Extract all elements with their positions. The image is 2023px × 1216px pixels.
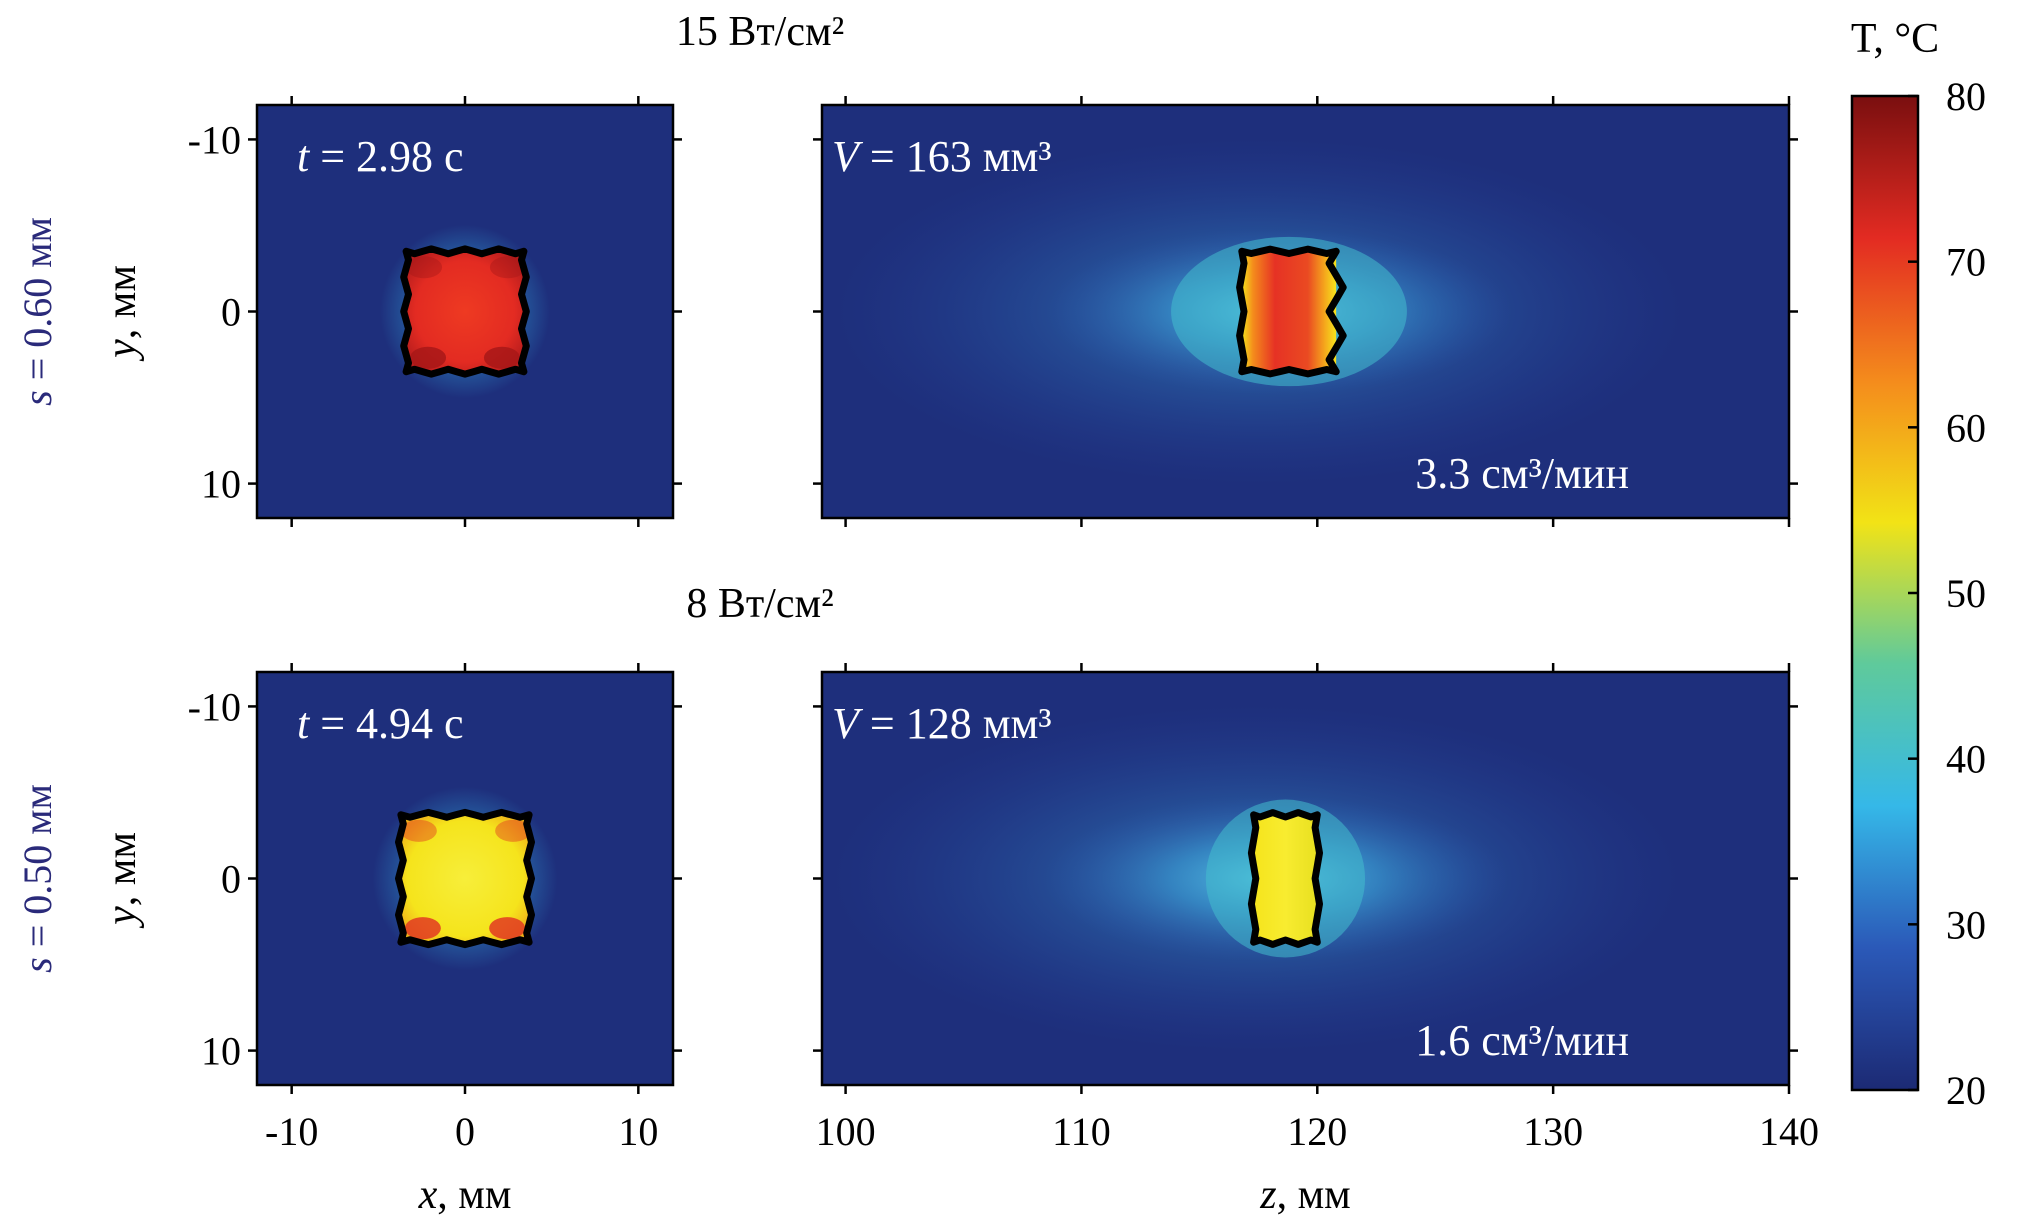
y-tick-label: 0 <box>221 857 241 902</box>
panel-annotation: V = 128 мм³ <box>832 699 1052 748</box>
x-axis-label: z, мм <box>1259 1172 1351 1216</box>
row-parameter-label: s = 0.60 мм <box>15 217 60 406</box>
ablated-core <box>406 251 524 372</box>
hot-spot <box>489 917 526 940</box>
hot-spot <box>400 819 437 842</box>
rate-annotation: 3.3 см³/мин <box>1415 449 1629 498</box>
row-title: 8 Вт/см² <box>686 581 833 627</box>
hot-spot <box>406 256 443 279</box>
panel-row2-cross-section: -10 0 10 -10 0 10 t = 4.94 с 8 Вт/см² y, мм s = 0… <box>15 581 834 1216</box>
heatmap-field <box>257 672 673 1085</box>
colorbar-tick-label: 70 <box>1946 240 1986 285</box>
annotation-variable: t <box>297 132 311 181</box>
y-axis-label: y, мм <box>99 832 145 929</box>
x-tick-label: 130 <box>1523 1109 1583 1154</box>
y-tick-label: -10 <box>188 684 241 729</box>
ablated-core <box>1253 814 1318 943</box>
panel-row2-longitudinal: 100 110 120 130 140 V = 128 мм³ 1.6 см³/мин z, … <box>813 663 1819 1216</box>
x-tick-label: 140 <box>1759 1109 1819 1154</box>
heatmap-field <box>822 672 1789 1085</box>
hot-spot <box>404 917 441 940</box>
annotation-value: = 128 мм³ <box>859 699 1052 748</box>
y-tick-label: 10 <box>201 462 241 507</box>
colorbar-tick-label: 80 <box>1946 74 1986 119</box>
colorbar-title: T, °C <box>1851 16 1939 62</box>
panel-row1-longitudinal: V = 163 мм³ 3.3 см³/мин <box>813 96 1798 527</box>
annotation-value: = 163 мм³ <box>859 132 1052 181</box>
annotation-variable: V <box>832 699 864 748</box>
y-tick-label: 10 <box>201 1029 241 1074</box>
row-parameter-label: s = 0.50 мм <box>15 784 60 973</box>
hot-spot <box>483 346 520 369</box>
panel-annotation: t = 4.94 с <box>297 699 464 748</box>
x-tick-label: 120 <box>1287 1109 1347 1154</box>
ablation-contour <box>1236 245 1347 378</box>
colorbar-tick-label: 50 <box>1946 571 1986 616</box>
heatmap-field <box>822 105 1789 518</box>
ablated-core <box>400 814 530 943</box>
hot-spot <box>410 346 447 369</box>
colorbar: 80 70 60 50 40 30 20 T, °C <box>1850 16 1986 1113</box>
ablation-contour <box>400 245 530 378</box>
ablated-core <box>1241 251 1337 372</box>
annotation-value: = 2.98 с <box>309 132 463 181</box>
x-axis-label: x, мм <box>418 1172 512 1216</box>
ablation-contour <box>395 808 535 949</box>
x-tick-label: -10 <box>265 1109 318 1154</box>
colorbar-tick-label: 60 <box>1946 405 1986 450</box>
row-title: 15 Вт/см² <box>676 9 844 55</box>
rate-annotation: 1.6 см³/мин <box>1415 1016 1629 1065</box>
panel-annotation: t = 2.98 с <box>297 132 464 181</box>
ablation-contour <box>1247 809 1323 948</box>
x-tick-label: 100 <box>816 1109 876 1154</box>
x-tick-label: 110 <box>1052 1109 1111 1154</box>
colorbar-tick-label: 30 <box>1946 902 1986 947</box>
colorbar-tick-label: 20 <box>1946 1068 1986 1113</box>
hot-spot <box>489 256 526 279</box>
y-axis-label: y, мм <box>99 265 145 362</box>
x-tick-label: 10 <box>618 1109 658 1154</box>
panel-row1-cross-section: -10 0 10 t = 2.98 с 15 Вт/см² y, мм s = 0.60 м… <box>15 9 844 527</box>
heatmap-field <box>257 105 673 518</box>
y-tick-label: 0 <box>221 290 241 335</box>
colorbar-tick-label: 40 <box>1946 737 1986 782</box>
annotation-variable: V <box>832 132 864 181</box>
x-tick-label: 0 <box>455 1109 475 1154</box>
annotation-variable: t <box>297 699 311 748</box>
annotation-value: = 4.94 с <box>309 699 463 748</box>
colorbar-scale <box>1852 96 1918 1090</box>
y-tick-label: -10 <box>188 117 241 162</box>
panel-annotation: V = 163 мм³ <box>832 132 1052 181</box>
hot-spot <box>495 819 532 842</box>
